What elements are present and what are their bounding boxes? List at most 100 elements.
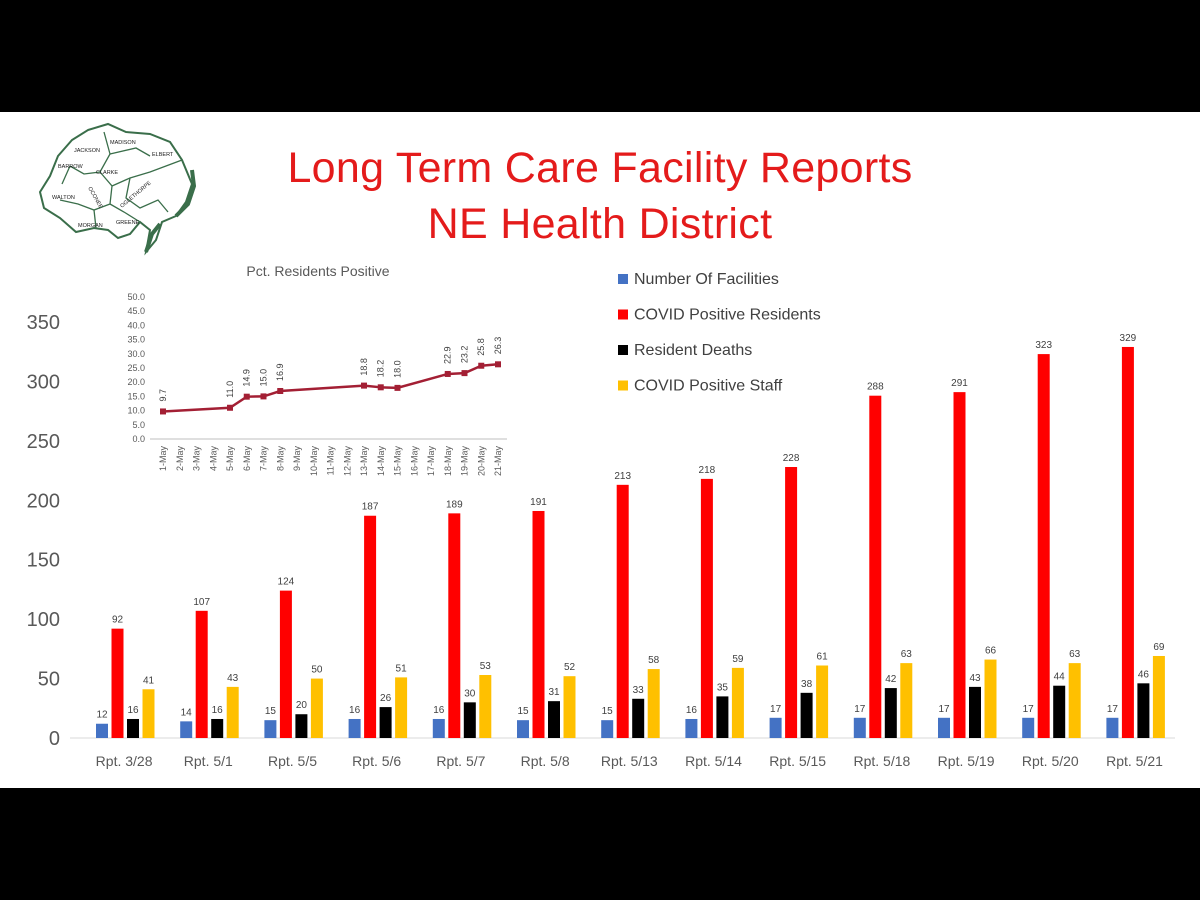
inset-data-label: 18.0: [393, 360, 403, 378]
inset-data-label: 18.2: [376, 360, 386, 378]
bar: [869, 395, 882, 738]
data-label: 323: [1035, 340, 1052, 351]
inset-point: [377, 384, 384, 391]
inset-data-label: 25.8: [476, 338, 486, 356]
bar: [264, 720, 277, 738]
data-label: 35: [717, 682, 729, 693]
data-label: 41: [143, 675, 155, 686]
data-label: 30: [464, 688, 476, 699]
legend-swatch: [618, 274, 628, 284]
x-tick-label: Rpt. 5/18: [853, 753, 910, 769]
y-tick-label: 50: [38, 669, 60, 691]
data-label: 92: [112, 615, 124, 626]
y-tick-label: 350: [27, 312, 60, 334]
data-label: 63: [901, 649, 913, 660]
inset-point: [160, 408, 166, 415]
inset-point: [495, 361, 501, 368]
district-south-border: [144, 222, 162, 253]
inset-y-tick-label: 40.0: [127, 320, 145, 330]
inset-title: Pct. Residents Positive: [246, 263, 389, 279]
legend: Number Of Facilities COVID Positive Resid…: [618, 271, 821, 395]
data-label: 124: [278, 577, 295, 588]
inset-x-tick-label: 9-May: [292, 446, 302, 472]
inset-data-label: 11.0: [225, 381, 235, 398]
inset-series: 9.7 11.0 14.9 15.0 16.9 18.8 18.2 18.0 22.9 23.2 2…: [158, 337, 503, 415]
data-label: 16: [127, 705, 139, 716]
inset-y-tick-label: 15.0: [127, 391, 145, 401]
bar: [1022, 717, 1035, 738]
data-label: 43: [969, 673, 981, 684]
inset-y-tick-label: 0.0: [132, 434, 145, 444]
inset-x-tick-label: 10-May: [309, 446, 319, 477]
bar: [364, 515, 377, 738]
inset-point: [394, 384, 401, 391]
y-tick-label: 0: [49, 728, 60, 750]
bar: [953, 392, 966, 738]
bar: [984, 659, 997, 738]
data-label: 50: [311, 665, 323, 676]
data-label: 14: [181, 707, 193, 718]
inset-y-axis: 0.0 5.0 10.0 15.0 20.0 25.0 30.0 35.0 40.0 45.0 50…: [127, 292, 145, 444]
bar: [647, 669, 660, 738]
bar: [1152, 655, 1165, 738]
inset-x-tick-label: 6-May: [242, 446, 252, 472]
x-tick-label: Rpt. 5/1: [184, 753, 233, 769]
data-label: 17: [1023, 704, 1035, 715]
bar: [716, 696, 729, 738]
bar: [1106, 717, 1119, 738]
x-tick-label: Rpt. 5/14: [685, 753, 742, 769]
x-tick-label: Rpt. 5/5: [268, 753, 317, 769]
data-label: 38: [801, 679, 813, 690]
data-label: 187: [362, 502, 379, 513]
bar: [432, 718, 445, 738]
data-label: 16: [349, 705, 361, 716]
data-label: 59: [732, 654, 744, 665]
bar: [700, 478, 713, 738]
x-tick-label: Rpt. 5/15: [769, 753, 826, 769]
inset-y-tick-label: 35.0: [127, 335, 145, 345]
inset-x-tick-label: 19-May: [460, 446, 470, 477]
y-tick-label: 250: [27, 431, 60, 453]
data-label: 42: [885, 674, 897, 685]
bar: [685, 718, 698, 738]
inset-x-tick-label: 4-May: [208, 446, 218, 472]
slide-title: Long Term Care Facility Reports NE Healt…: [200, 140, 1000, 252]
county-label: MADISON: [110, 140, 136, 146]
bar: [195, 610, 208, 738]
title-line-1: Long Term Care Facility Reports: [287, 144, 913, 192]
legend-swatch: [618, 345, 628, 355]
data-label: 17: [770, 704, 782, 715]
inset-y-tick-label: 20.0: [127, 377, 145, 387]
bar: [532, 510, 545, 738]
bar: [769, 717, 782, 738]
inset-point: [461, 370, 468, 377]
data-label: 52: [564, 662, 576, 673]
data-label: 213: [614, 471, 631, 482]
inset-x-tick-label: 21-May: [493, 446, 503, 477]
x-tick-label: Rpt. 5/20: [1022, 753, 1079, 769]
inset-data-label: 9.7: [158, 389, 168, 402]
bar: [111, 628, 124, 738]
bar: [279, 590, 292, 738]
bar-series: 12 92 16 41 14 107 16 43 15 124 20 50 16 187 26 51 16 189…: [96, 333, 1165, 738]
inset-point: [227, 404, 233, 411]
data-label: 17: [938, 704, 950, 715]
data-label: 20: [296, 700, 308, 711]
data-label: 61: [817, 651, 829, 662]
bar: [563, 676, 576, 738]
inset-x-tick-label: 12-May: [342, 446, 352, 477]
county-label: ELBERT: [152, 152, 174, 158]
bar: [601, 720, 614, 738]
x-tick-label: Rpt. 5/19: [938, 753, 995, 769]
bar: [816, 665, 829, 738]
bar: [616, 484, 629, 738]
inset-data-label: 18.8: [359, 358, 369, 376]
inset-point: [243, 393, 250, 400]
bar: [884, 688, 897, 738]
data-label: 107: [193, 597, 210, 608]
inset-point: [277, 388, 284, 395]
bar: [310, 678, 323, 738]
bar: [900, 663, 913, 738]
county-label: WALTON: [52, 195, 75, 201]
inset-y-tick-label: 45.0: [127, 306, 145, 316]
